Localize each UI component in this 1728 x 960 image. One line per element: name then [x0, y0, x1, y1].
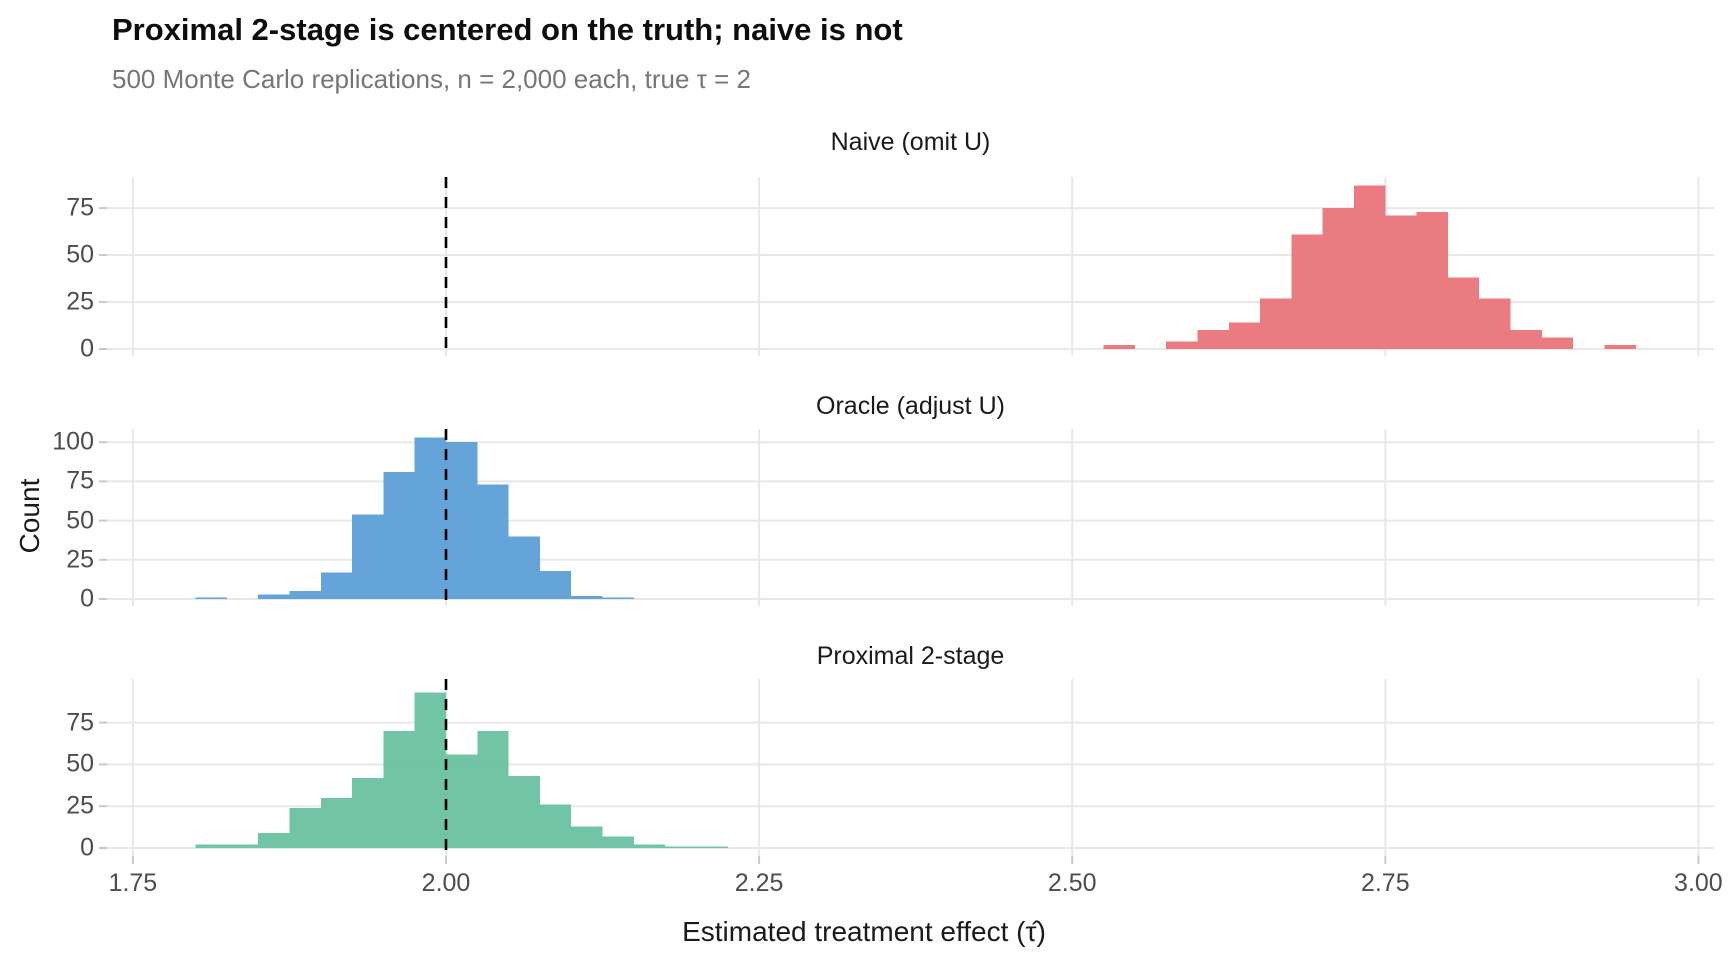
- y-tick-label: 75: [66, 193, 94, 222]
- facet-strip-naive: Naive (omit U): [830, 128, 991, 156]
- histogram-bar: [1322, 208, 1354, 349]
- histogram-bar: [477, 484, 509, 599]
- y-tick-label: 25: [66, 287, 94, 316]
- x-axis-title: Estimated treatment effect (τ̂): [682, 916, 1046, 947]
- y-tick-label: 0: [80, 334, 94, 363]
- histogram-bar: [446, 754, 478, 848]
- y-tick-label: 50: [66, 240, 94, 269]
- histogram-bar: [226, 844, 259, 848]
- histogram-bar: [1416, 211, 1448, 349]
- histogram-bar: [320, 572, 353, 599]
- histogram-bar: [289, 591, 321, 599]
- facet-strip-proximal: Proximal 2-stage: [816, 642, 1005, 670]
- x-tick-label: 2.75: [1360, 869, 1410, 897]
- histogram-bar: [1291, 234, 1323, 349]
- histogram-bar: [289, 807, 321, 848]
- histogram-bar: [696, 846, 728, 848]
- y-tick-label: 50: [66, 749, 94, 778]
- histogram-bar: [571, 595, 603, 599]
- histogram-bar: [602, 836, 634, 848]
- y-tick-label: 0: [80, 584, 94, 613]
- x-tick-label: 2.50: [1047, 869, 1097, 897]
- histogram-bar: [633, 844, 666, 848]
- histogram-bar: [352, 777, 384, 848]
- histogram-bar: [258, 594, 290, 599]
- histogram-bar: [195, 844, 227, 848]
- histogram-bar: [1260, 298, 1292, 349]
- histogram-bar: [1604, 345, 1636, 349]
- y-tick-label: 100: [52, 427, 94, 456]
- chart-subtitle: 500 Monte Carlo replications, n = 2,000 …: [112, 64, 751, 94]
- facet-strip-oracle: Oracle (adjust U): [816, 392, 1005, 420]
- x-tick-label: 2.00: [421, 869, 471, 897]
- histogram-bar: [1103, 345, 1135, 349]
- histogram-bar: [414, 692, 446, 848]
- histogram-bar: [508, 776, 540, 848]
- y-tick-label: 50: [66, 506, 94, 535]
- y-tick-label: 75: [66, 708, 94, 737]
- histogram-bar: [602, 597, 634, 599]
- histogram-bar: [258, 832, 290, 848]
- y-tick-label: 25: [66, 791, 94, 820]
- chart-title: Proximal 2-stage is centered on the trut…: [112, 12, 903, 47]
- histogram-bar: [665, 846, 697, 848]
- histogram-bar: [352, 514, 384, 599]
- histogram-bar: [446, 442, 478, 599]
- histogram-bar: [1228, 322, 1261, 349]
- x-tick-label: 1.75: [108, 869, 158, 897]
- x-tick-label: 3.00: [1674, 869, 1723, 897]
- x-tick-label: 2.25: [734, 869, 784, 897]
- histogram-bar: [414, 437, 446, 599]
- histogram-bar: [383, 471, 415, 599]
- histogram-bar: [477, 730, 509, 848]
- y-tick-label: 25: [66, 545, 94, 574]
- histogram-bar: [571, 826, 603, 848]
- histogram-bar: [1166, 341, 1198, 349]
- histogram-bar: [320, 797, 353, 848]
- histogram-bar: [1541, 337, 1574, 349]
- histogram-bar: [195, 597, 227, 599]
- histogram-bar: [539, 570, 572, 599]
- histogram-bar: [1447, 277, 1480, 349]
- histogram-bar: [1385, 215, 1417, 349]
- y-tick-label: 0: [80, 833, 94, 862]
- histogram-bar: [1510, 330, 1542, 349]
- y-tick-label: 75: [66, 466, 94, 495]
- histogram-bar: [383, 730, 415, 848]
- histogram-bar: [539, 804, 572, 848]
- histogram-bar: [1479, 298, 1511, 349]
- histogram-bar: [508, 536, 540, 599]
- histogram-bar: [1197, 330, 1229, 349]
- histogram-bar: [1353, 185, 1386, 349]
